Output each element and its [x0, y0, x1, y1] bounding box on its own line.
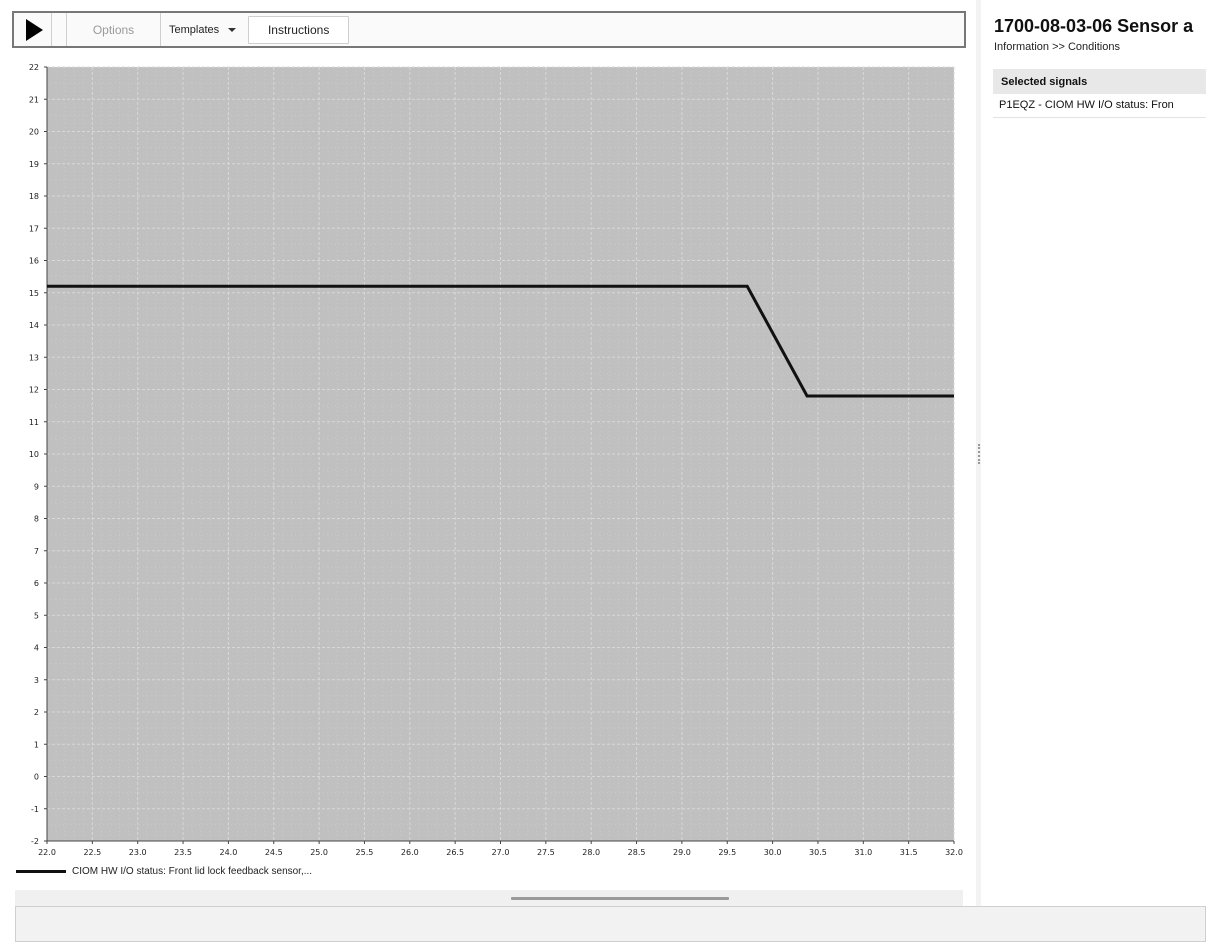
templates-label: Templates — [169, 23, 220, 36]
chart-area: 22 21 20 19 18 17 16 15 14 13 12 11 10 9 8 7 6 5 4 3 2 1 0 -1 -2… — [0, 52, 975, 882]
y-tick-label: 2 — [34, 708, 39, 717]
y-tick-label: 3 — [34, 676, 39, 685]
y-tick-label: 16 — [29, 257, 39, 266]
toolbar: Options Templates Instructions — [12, 11, 966, 48]
x-tick-label: 22.5 — [83, 848, 101, 857]
y-tick-label: 4 — [34, 644, 39, 653]
right-panel: 1700-08-03-06 Sensor a Information >> Co… — [984, 0, 1206, 906]
x-tick-label: 30.0 — [764, 848, 782, 857]
legend-label: CIOM HW I/O status: Front lid lock feedb… — [72, 866, 313, 877]
x-tick-label: 22.0 — [38, 848, 56, 857]
signal-chart[interactable]: 222120191817161514131211109876543210-1-2… — [0, 52, 975, 864]
signal-row[interactable]: P1EQZ - CIOM HW I/O status: Fron — [993, 94, 1206, 118]
instructions-button[interactable]: Instructions — [248, 15, 350, 44]
breadcrumb: Information >> Conditions — [994, 41, 1120, 53]
bottom-bar — [15, 906, 1206, 942]
y-tick-label: 18 — [29, 192, 39, 201]
y-tick-label: -1 — [31, 805, 39, 814]
legend-swatch — [16, 870, 66, 873]
x-tick-label: 32.0 — [945, 848, 963, 857]
y-tick-label: 13 — [29, 353, 39, 362]
y-tick-label: 12 — [29, 386, 39, 395]
chart-legend: CIOM HW I/O status: Front lid lock feedb… — [16, 866, 312, 877]
play-icon — [25, 18, 43, 41]
y-tick-label: 11 — [29, 418, 39, 427]
templates-dropdown[interactable]: Templates — [161, 15, 244, 44]
y-tick-label: 17 — [29, 224, 39, 233]
chart-horizontal-scrollbar[interactable] — [15, 890, 963, 906]
y-tick-label: 14 — [29, 321, 39, 330]
chevron-down-icon — [228, 27, 237, 32]
x-tick-label: 28.0 — [582, 848, 600, 857]
y-tick-label: 10 — [29, 450, 39, 459]
toolbar-separator — [66, 13, 67, 46]
options-button[interactable]: Options — [67, 13, 161, 46]
selected-signals-header: Selected signals — [993, 69, 1206, 94]
y-tick-label: 21 — [29, 95, 39, 104]
x-tick-label: 31.5 — [900, 848, 918, 857]
y-tick-label: 1 — [34, 740, 39, 749]
y-tick-label: 5 — [34, 611, 39, 620]
x-tick-label: 26.0 — [401, 848, 419, 857]
scrollbar-thumb[interactable] — [511, 897, 729, 900]
y-tick-label: 15 — [29, 289, 39, 298]
y-tick-label: 7 — [34, 547, 39, 556]
x-tick-label: 30.5 — [809, 848, 827, 857]
x-tick-label: 29.0 — [673, 848, 691, 857]
x-tick-label: 25.5 — [356, 848, 374, 857]
y-tick-label: 6 — [34, 579, 39, 588]
x-tick-label: 23.0 — [129, 848, 147, 857]
x-tick-label: 24.5 — [265, 848, 283, 857]
play-button[interactable] — [14, 13, 52, 46]
series-line — [47, 284, 954, 398]
x-tick-label: 31.0 — [854, 848, 872, 857]
splitter-grip[interactable] — [978, 444, 980, 464]
y-tick-label: 8 — [34, 515, 39, 524]
x-tick-label: 28.5 — [628, 848, 646, 857]
x-tick-label: 23.5 — [174, 848, 192, 857]
y-tick-label: -2 — [31, 837, 39, 846]
x-tick-label: 24.0 — [219, 848, 237, 857]
y-tick-label: 22 — [29, 63, 39, 72]
x-tick-label: 26.5 — [446, 848, 464, 857]
page-title: 1700-08-03-06 Sensor a — [994, 16, 1194, 36]
y-tick-label: 9 — [34, 482, 39, 491]
y-tick-label: 19 — [29, 160, 39, 169]
y-tick-label: 0 — [34, 773, 39, 782]
x-tick-label: 27.0 — [492, 848, 510, 857]
x-tick-label: 27.5 — [537, 848, 555, 857]
y-tick-label: 20 — [29, 128, 39, 137]
x-tick-label: 25.0 — [310, 848, 328, 857]
x-tick-label: 29.5 — [718, 848, 736, 857]
